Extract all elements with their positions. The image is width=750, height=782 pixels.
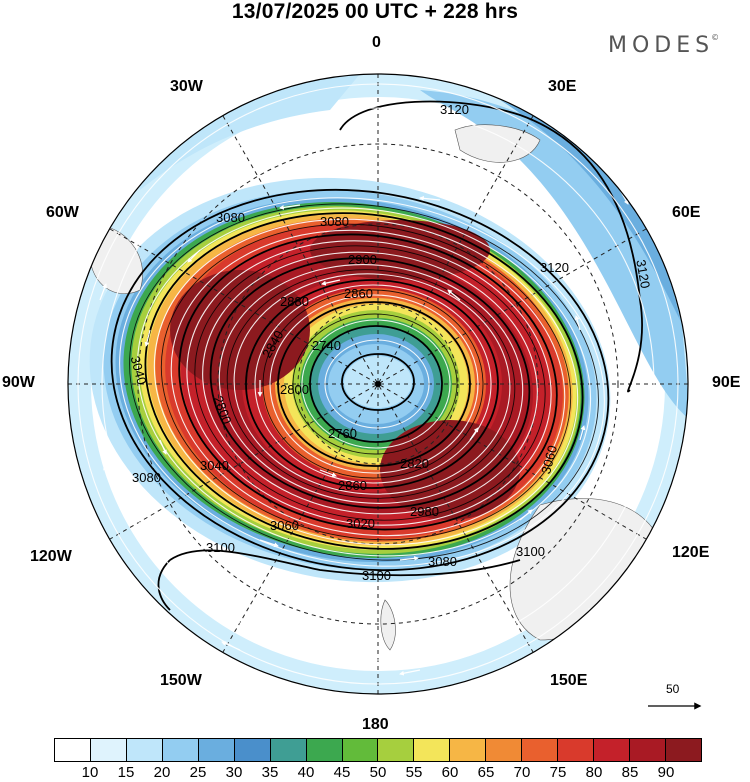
lon-label-60e: 60E bbox=[672, 204, 701, 221]
lon-label-30w: 30W bbox=[170, 78, 203, 95]
contour-label: 2880 bbox=[280, 294, 309, 309]
colorbar-tick-label: 30 bbox=[225, 764, 243, 781]
contour-label: 3080 bbox=[132, 470, 161, 485]
colorbar bbox=[54, 738, 702, 762]
colorbar-tick-label: 55 bbox=[405, 764, 423, 781]
colorbar-tick-label: 65 bbox=[477, 764, 495, 781]
contour-label: 3120 bbox=[540, 260, 569, 275]
lon-label-90e: 90E bbox=[712, 374, 741, 391]
colorbar-swatch bbox=[630, 739, 666, 761]
lon-label-150w: 150W bbox=[160, 672, 202, 689]
map-border bbox=[67, 73, 689, 695]
colorbar-tick-label: 60 bbox=[441, 764, 459, 781]
colorbar-swatch bbox=[450, 739, 487, 761]
colorbar-tick-label: 25 bbox=[189, 764, 207, 781]
colorbar-swatch bbox=[306, 739, 343, 761]
colorbar-swatch bbox=[522, 739, 559, 761]
colorbar-swatch bbox=[378, 739, 415, 761]
colorbar-swatch bbox=[55, 739, 91, 761]
contour-label: 3080 bbox=[320, 214, 349, 229]
colorbar-tick-label: 90 bbox=[657, 764, 675, 781]
copyright-mark: © bbox=[711, 33, 720, 42]
contour-label: 3080 bbox=[428, 554, 457, 569]
contour-label: 2800 bbox=[280, 382, 309, 397]
lon-label-90w: 90W bbox=[2, 374, 35, 391]
colorbar-tick-label: 80 bbox=[585, 764, 603, 781]
contour-label: 2760 bbox=[328, 426, 357, 441]
map-title: 13/07/2025 00 UTC + 228 hrs bbox=[231, 0, 519, 23]
colorbar-swatch bbox=[558, 739, 595, 761]
contour-label: 3060 bbox=[538, 444, 560, 476]
colorbar-swatch bbox=[198, 739, 235, 761]
colorbar-tick-label: 45 bbox=[333, 764, 351, 781]
colorbar-tick-label: 75 bbox=[549, 764, 567, 781]
contour-label: 2820 bbox=[400, 456, 429, 471]
lon-label-60w: 60W bbox=[46, 204, 79, 221]
reference-vector-label: 50 bbox=[666, 682, 680, 696]
contour-label: 3120 bbox=[440, 102, 469, 117]
contour-label: 2980 bbox=[410, 504, 439, 519]
colorbar-swatch bbox=[594, 739, 630, 761]
lon-label-150e: 150E bbox=[550, 672, 588, 689]
colorbar-tick-label: 20 bbox=[153, 764, 171, 781]
colorbar-tick-label: 15 bbox=[117, 764, 135, 781]
contour-labels: 3120 3120 3120 3080 3080 3080 3060 3060 … bbox=[128, 102, 654, 583]
streamlines bbox=[77, 83, 679, 685]
height-contours bbox=[110, 100, 643, 611]
colorbar-swatch bbox=[126, 739, 163, 761]
colorbar-tick-label: 10 bbox=[81, 764, 99, 781]
brand-logo: MODES© bbox=[608, 33, 719, 58]
contour-label: 3040 bbox=[128, 354, 150, 386]
colorbar-swatch bbox=[162, 739, 199, 761]
contour-label: 3040 bbox=[200, 458, 229, 473]
lon-label-120e: 120E bbox=[672, 544, 710, 561]
contour-label: 2900 bbox=[348, 252, 377, 267]
contour-label: 2860 bbox=[344, 286, 373, 301]
brand-text: MODES bbox=[608, 33, 715, 58]
pole-marker bbox=[375, 381, 381, 387]
contour-label: 3080 bbox=[216, 210, 245, 225]
colorbar-swatch bbox=[414, 739, 451, 761]
contour-label: 2740 bbox=[312, 338, 341, 353]
contour-label: 3060 bbox=[270, 518, 299, 533]
contour-label: 3100 bbox=[362, 568, 391, 583]
colorbar-tick-label: 70 bbox=[513, 764, 531, 781]
lon-label-0: 0 bbox=[372, 34, 381, 51]
contour-label: 3120 bbox=[633, 258, 653, 289]
lon-label-120w: 120W bbox=[30, 548, 72, 565]
contour-label: 2860 bbox=[338, 478, 367, 493]
lon-label-180: 180 bbox=[362, 716, 389, 733]
contour-label: 3020 bbox=[346, 516, 375, 531]
colorbar-swatch bbox=[486, 739, 523, 761]
colorbar-tick-label: 50 bbox=[369, 764, 387, 781]
colorbar-tick-label: 40 bbox=[297, 764, 315, 781]
contour-label: 3100 bbox=[516, 544, 545, 559]
colorbar-swatch bbox=[342, 739, 379, 761]
lon-label-30e: 30E bbox=[548, 78, 577, 95]
colorbar-swatch bbox=[665, 739, 701, 761]
colorbar-swatch bbox=[90, 739, 127, 761]
colorbar-swatch bbox=[270, 739, 307, 761]
colorbar-tick-label: 85 bbox=[621, 764, 639, 781]
contour-label: 3100 bbox=[206, 540, 235, 555]
colorbar-swatch bbox=[234, 739, 271, 761]
colorbar-tick-label: 35 bbox=[261, 764, 279, 781]
